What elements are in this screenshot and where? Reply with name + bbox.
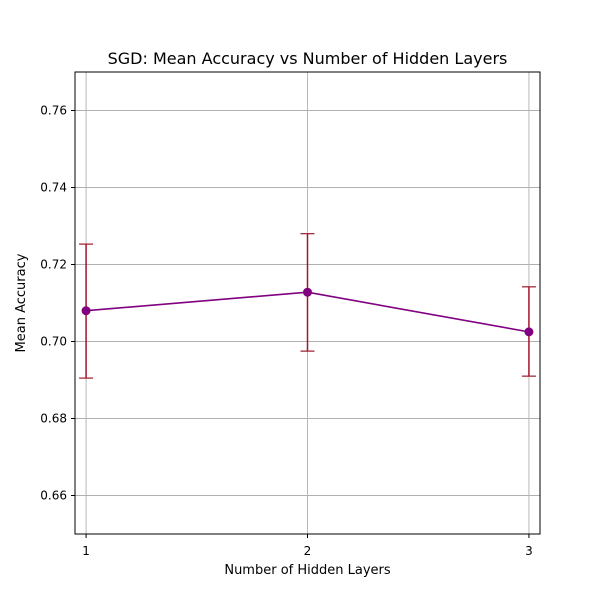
y-tick-label: 0.74 [40,181,67,195]
y-axis-ticks: 0.66 0.68 0.70 0.72 0.74 0.76 [40,104,75,503]
chart-title: SGD: Mean Accuracy vs Number of Hidden L… [108,49,508,68]
data-point [303,287,312,297]
data-point [524,327,534,337]
data-point [81,306,91,316]
y-tick-label: 0.76 [40,104,67,118]
y-tick-label: 0.66 [40,489,67,503]
y-tick-label: 0.68 [40,412,67,426]
x-axis-ticks: 1 2 3 [82,534,533,558]
y-axis-label: Mean Accuracy [14,253,29,352]
y-tick-label: 0.72 [40,258,67,272]
data-points [81,287,534,337]
x-tick-label: 3 [525,544,533,558]
x-tick-label: 2 [304,544,312,558]
y-tick-label: 0.70 [40,335,67,349]
x-axis-label: Number of Hidden Layers [224,563,391,578]
x-tick-label: 1 [82,544,90,558]
